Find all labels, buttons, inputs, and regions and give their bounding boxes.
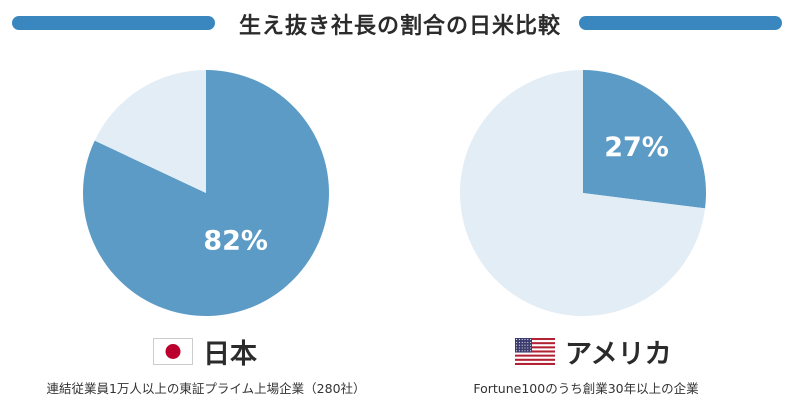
caption-japan: 連結従業員1万人以上の東証プライム上場企業（280社） [46, 381, 366, 396]
japan-pie-slice-0 [82, 70, 329, 316]
title-decoration-left [12, 16, 215, 30]
chart-title: 生え抜き社長の割合の日米比較 [238, 14, 561, 39]
country-label-usa: アメリカ [515, 333, 672, 370]
usa-pie-chart: 27% [460, 70, 706, 316]
caption-usa: Fortune100のうち創業30年以上の企業 [473, 381, 699, 396]
japan-pie-slice-1 [94, 70, 206, 193]
japan-pie-percent-label: 82% [203, 226, 268, 257]
title-decoration-right [579, 16, 782, 30]
country-name-usa: アメリカ [565, 338, 672, 370]
country-label-japan: 日本 [153, 333, 257, 370]
usa-flag-icon [515, 337, 555, 365]
country-name-japan: 日本 [203, 338, 257, 370]
japan-pie-chart: 82% [82, 70, 329, 316]
japan-flag-icon [153, 337, 193, 365]
usa-pie-percent-label: 27% [604, 132, 669, 163]
usa-pie-slice-0 [583, 70, 706, 209]
usa-pie-slice-1 [460, 70, 706, 316]
